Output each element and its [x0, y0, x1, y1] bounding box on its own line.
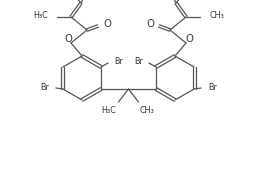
Text: O: O: [64, 34, 72, 44]
Text: CH₃: CH₃: [209, 11, 224, 20]
Text: CH₃: CH₃: [139, 106, 154, 115]
Text: O: O: [103, 19, 111, 29]
Text: Br: Br: [208, 83, 217, 92]
Text: Br: Br: [40, 83, 49, 92]
Text: H₃C: H₃C: [101, 106, 116, 115]
Text: Br: Br: [134, 57, 143, 66]
Text: O: O: [185, 34, 193, 44]
Text: Br: Br: [114, 57, 123, 66]
Text: H₃C: H₃C: [33, 11, 48, 20]
Text: O: O: [146, 19, 154, 29]
